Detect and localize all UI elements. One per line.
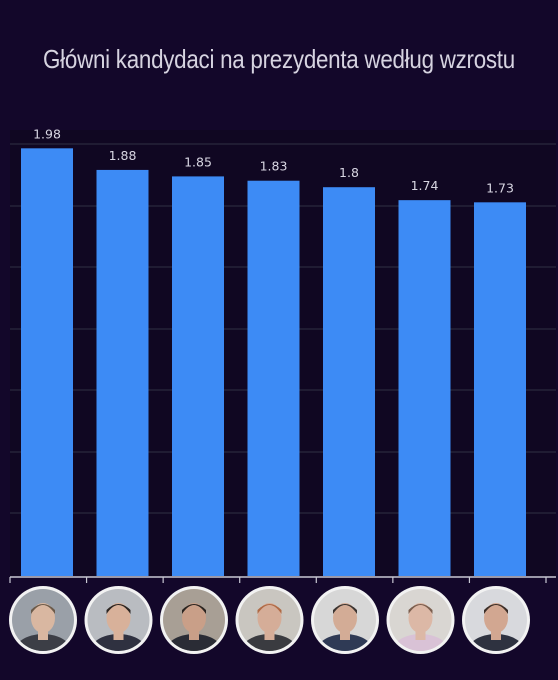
data-label: 1.85: [184, 154, 212, 169]
data-label: 1.74: [411, 178, 439, 193]
candidate-avatar: [462, 586, 530, 654]
data-label: 1.8: [339, 165, 359, 180]
candidate-avatar: [386, 586, 455, 654]
bar: [21, 148, 73, 576]
chart-title: Główni kandydaci na prezydenta według wz…: [43, 44, 515, 74]
data-label: 1.83: [260, 159, 288, 174]
bar: [398, 200, 451, 576]
bar: [474, 202, 526, 576]
candidate-avatar: [311, 586, 379, 654]
bar: [96, 169, 149, 577]
candidate-avatar: [235, 586, 304, 654]
data-label: 1.88: [109, 148, 137, 163]
candidate-avatar: [84, 586, 153, 654]
data-label: 1.98: [33, 126, 61, 141]
bar: [323, 187, 375, 576]
data-label: 1.73: [486, 180, 514, 195]
bar: [172, 176, 224, 576]
candidate-avatar: [160, 586, 228, 654]
bars: [21, 148, 526, 577]
candidate-avatars: [9, 586, 530, 654]
bar: [247, 180, 300, 576]
x-axis: [9, 576, 556, 583]
candidate-avatar: [9, 586, 77, 654]
data-labels: 1.98 1.88 1.85 1.83 1.8 1.74 1.73: [33, 126, 514, 195]
